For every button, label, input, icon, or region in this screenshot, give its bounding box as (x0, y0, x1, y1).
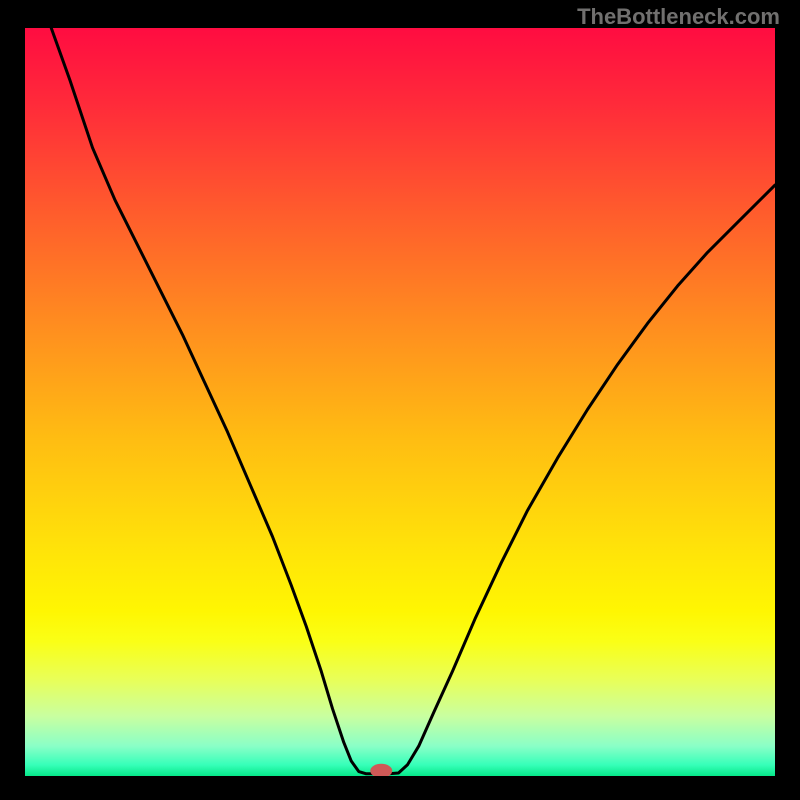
plot-area (25, 28, 775, 776)
bottleneck-curve (51, 28, 775, 774)
chart-container: TheBottleneck.com (0, 0, 800, 800)
minimum-marker (370, 764, 392, 776)
watermark-text: TheBottleneck.com (577, 4, 780, 30)
curve-overlay (25, 28, 775, 776)
